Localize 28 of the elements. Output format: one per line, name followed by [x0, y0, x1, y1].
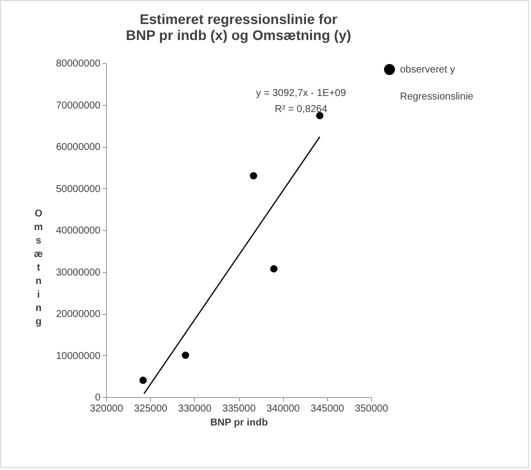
- x-tick-label: 350000: [354, 404, 389, 414]
- y-tick-label: 50000000: [56, 184, 101, 195]
- y-tick-label: 70000000: [56, 100, 101, 112]
- legend-label: observeret y: [400, 64, 456, 76]
- y-tick-label: 80000000: [56, 58, 101, 70]
- point: [270, 265, 278, 272]
- y-tick-label: 60000000: [56, 142, 101, 153]
- y-tick-label: 0: [94, 392, 101, 404]
- annotation: R² = 0,8264: [274, 104, 328, 115]
- y-tick-label: 40000000: [56, 226, 101, 236]
- annotation: y = 3092,7x - 1E+09: [256, 88, 346, 99]
- x-tick-label: 330000: [178, 404, 212, 414]
- x-tick-label: 325000: [134, 404, 168, 414]
- point: [139, 376, 147, 384]
- x-axis-title: BNP pr indb: [210, 418, 268, 428]
- text: Regressionslinie: [400, 92, 474, 102]
- text: Estimeret regressionslinie for: [140, 11, 338, 27]
- x-tick-label: 335000: [222, 404, 256, 414]
- x-tick-label: 345000: [310, 404, 344, 414]
- y-tick-label: 30000000: [56, 267, 101, 278]
- y-tick-label: 10000000: [56, 350, 101, 362]
- text: Omsætning: [34, 208, 43, 328]
- text: BNP pr indb (x) og Omsætning (y): [126, 27, 352, 43]
- point: [182, 352, 190, 359]
- x-tick-label: 340000: [266, 404, 300, 414]
- x-tick-label: 320000: [90, 404, 124, 414]
- y-tick-label: 20000000: [56, 309, 101, 320]
- point: [250, 172, 258, 180]
